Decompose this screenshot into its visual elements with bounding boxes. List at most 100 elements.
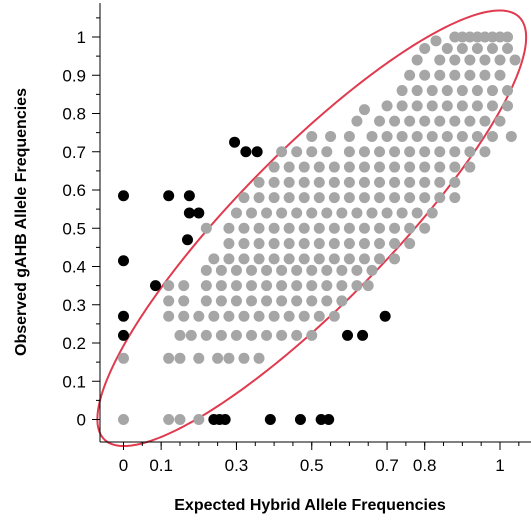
data-point-gray: [253, 310, 265, 322]
data-point-gray: [306, 146, 318, 158]
data-point-gray: [502, 42, 514, 54]
data-point-gray: [313, 222, 325, 234]
data-point-gray: [230, 207, 242, 219]
data-point-gray: [486, 130, 498, 142]
data-point-gray: [321, 280, 333, 292]
x-axis-title: Expected Hybrid Allele Frequencies: [174, 497, 446, 514]
data-point-gray: [276, 207, 288, 219]
data-point-gray: [430, 35, 442, 47]
data-point-gray: [456, 42, 468, 54]
data-point-gray: [313, 176, 325, 188]
data-point-gray: [174, 414, 186, 425]
data-point-black: [294, 414, 306, 425]
data-point-gray: [246, 280, 258, 292]
data-point-gray: [238, 253, 250, 265]
data-point-gray: [479, 31, 491, 43]
data-point-gray: [298, 222, 310, 234]
y-tick-label: 0.5: [62, 219, 86, 238]
data-point-gray: [291, 207, 303, 219]
data-point-gray: [208, 253, 220, 265]
data-point-gray: [396, 130, 408, 142]
data-point-black: [193, 207, 205, 219]
y-tick-label: 0.6: [62, 181, 86, 200]
data-point-gray: [358, 146, 370, 158]
data-point-gray: [366, 264, 378, 276]
data-point-gray: [291, 329, 303, 341]
data-point-gray: [449, 69, 461, 81]
data-point-gray: [494, 54, 506, 66]
data-point-gray: [358, 238, 370, 250]
data-point-gray: [396, 85, 408, 97]
x-tick-label: 0.3: [225, 456, 249, 475]
data-point-gray: [261, 329, 273, 341]
data-point-gray: [404, 176, 416, 188]
data-point-gray: [306, 329, 318, 341]
data-point-gray: [374, 238, 386, 250]
data-point-gray: [343, 146, 355, 158]
data-point-gray: [486, 85, 498, 97]
data-point-gray: [321, 295, 333, 307]
data-point-gray: [276, 329, 288, 341]
y-tick-label: 0.4: [62, 258, 86, 277]
data-point-gray: [200, 280, 212, 292]
data-point-black: [118, 310, 129, 322]
y-tick-label: 0.8: [62, 105, 86, 124]
data-point-gray: [215, 264, 227, 276]
data-point-gray: [246, 295, 258, 307]
data-point-gray: [118, 414, 129, 425]
data-point-gray: [396, 100, 408, 112]
x-tick-label: 1: [495, 456, 504, 475]
data-point-black: [240, 146, 252, 158]
data-point-gray: [456, 31, 468, 43]
data-point-black: [342, 329, 354, 341]
data-point-gray: [351, 264, 363, 276]
data-point-gray: [328, 222, 340, 234]
data-point-gray: [486, 31, 498, 43]
data-point-gray: [449, 192, 461, 204]
data-point-gray: [291, 295, 303, 307]
data-point-gray: [306, 280, 318, 292]
data-point-gray: [389, 192, 401, 204]
data-point-gray: [321, 264, 333, 276]
data-point-gray: [268, 253, 280, 265]
data-point-gray: [230, 280, 242, 292]
data-point-gray: [471, 130, 483, 142]
data-point-gray: [306, 130, 318, 142]
data-point-gray: [223, 222, 235, 234]
data-point-gray: [389, 161, 401, 173]
data-point-black: [118, 329, 129, 341]
data-point-gray: [471, 42, 483, 54]
data-point-gray: [328, 176, 340, 188]
data-point-gray: [223, 253, 235, 265]
data-point-gray: [174, 352, 186, 364]
data-point-gray: [426, 130, 438, 142]
data-point-gray: [464, 69, 476, 81]
data-point-gray: [238, 352, 250, 364]
data-point-gray: [464, 115, 476, 127]
data-point-gray: [374, 192, 386, 204]
data-point-gray: [230, 329, 242, 341]
data-point-gray: [223, 352, 235, 364]
data-point-gray: [163, 280, 175, 292]
data-point-gray: [434, 192, 446, 204]
data-point-gray: [456, 130, 468, 142]
data-point-gray: [509, 54, 521, 66]
data-point-gray: [441, 42, 453, 54]
data-point-gray: [291, 264, 303, 276]
data-point-gray: [298, 192, 310, 204]
data-point-black: [183, 190, 195, 202]
data-point-gray: [268, 192, 280, 204]
data-point-gray: [362, 280, 374, 292]
data-point-gray: [328, 253, 340, 265]
data-point-gray: [419, 69, 431, 81]
data-point-gray: [325, 130, 337, 142]
data-point-gray: [434, 69, 446, 81]
data-point-gray: [343, 161, 355, 173]
data-point-gray: [464, 31, 476, 43]
data-point-gray: [246, 329, 258, 341]
data-point-black: [229, 136, 241, 148]
data-point-gray: [479, 54, 491, 66]
data-point-gray: [283, 222, 295, 234]
data-point-gray: [253, 253, 265, 265]
y-axis-title: Observed gAHB Allele Frequencies: [13, 88, 30, 356]
